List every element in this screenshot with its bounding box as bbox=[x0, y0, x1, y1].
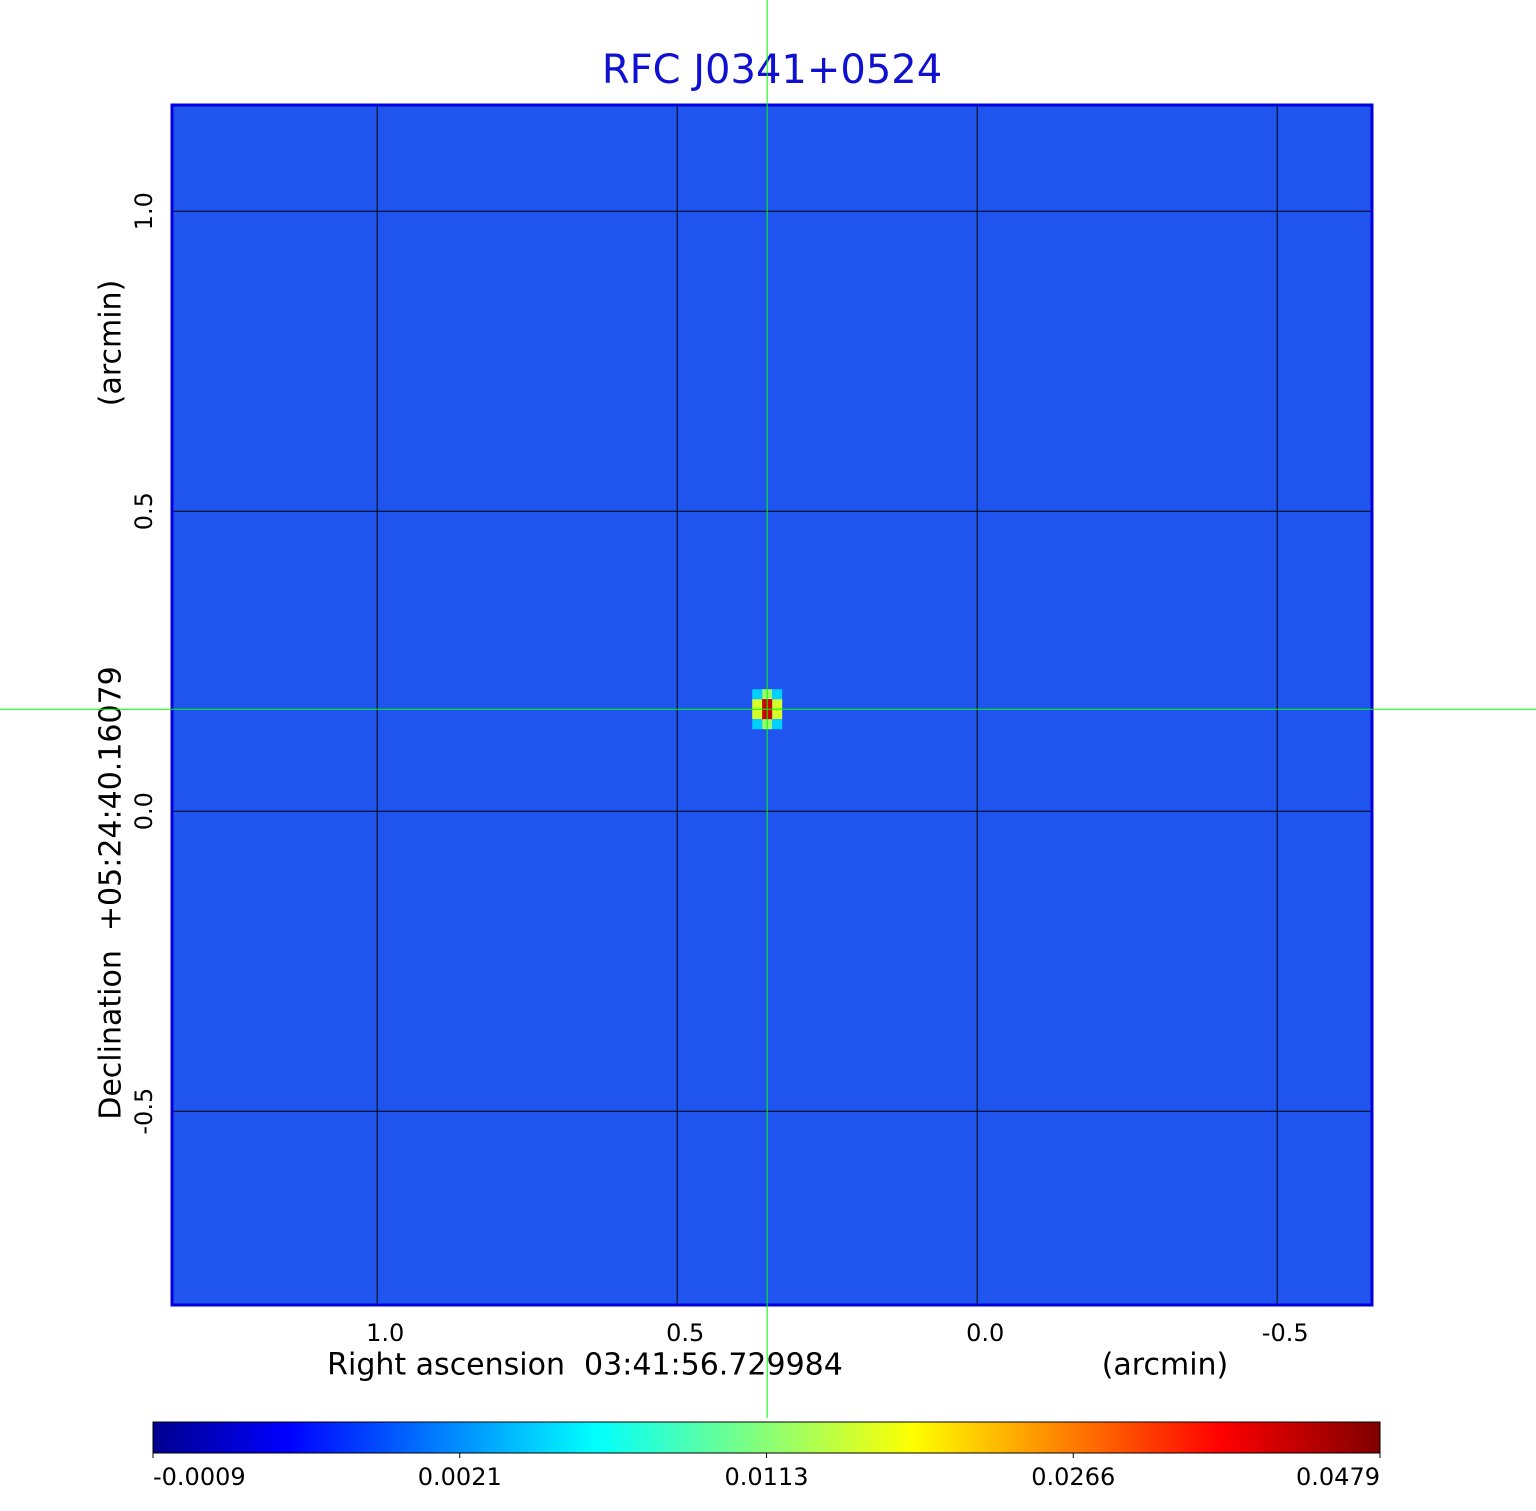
source-pixel bbox=[752, 689, 763, 700]
colorbar-tick-label: -0.0009 bbox=[153, 1463, 246, 1491]
y-axis-unit: (arcmin) bbox=[94, 280, 129, 407]
source-pixel bbox=[752, 699, 763, 710]
x-axis-unit: (arcmin) bbox=[1102, 1348, 1229, 1383]
source-pixel bbox=[752, 719, 763, 730]
x-tick-label: 1.0 bbox=[366, 1319, 404, 1347]
y-axis-label: Declination +05:24:40.16079 bbox=[94, 666, 129, 1120]
source-pixel bbox=[772, 709, 783, 720]
x-tick-label: -0.5 bbox=[1262, 1319, 1309, 1347]
colorbar bbox=[152, 1421, 1381, 1454]
source-pixel bbox=[752, 709, 763, 720]
colorbar-tick-label: 0.0266 bbox=[1031, 1463, 1115, 1491]
chart-title: RFC J0341+0524 bbox=[602, 47, 942, 93]
x-tick-label: 0.0 bbox=[966, 1319, 1004, 1347]
y-tick-label: 0.0 bbox=[130, 792, 158, 830]
y-tick-label: 1.0 bbox=[130, 192, 158, 230]
colorbar-tick-label: 0.0021 bbox=[418, 1463, 502, 1491]
colorbar-tick-label: 0.0113 bbox=[725, 1463, 809, 1491]
source-pixel bbox=[772, 699, 783, 710]
source-pixel bbox=[772, 719, 783, 730]
plot-frame bbox=[170, 103, 1374, 1307]
x-axis-label: Right ascension 03:41:56.729984 bbox=[327, 1348, 843, 1383]
y-tick-label: 0.5 bbox=[130, 492, 158, 530]
source-pixel bbox=[772, 689, 783, 700]
x-tick-label: 0.5 bbox=[666, 1319, 704, 1347]
y-tick-label: -0.5 bbox=[130, 1088, 158, 1135]
colorbar-tick-label: 0.0479 bbox=[1296, 1463, 1380, 1491]
